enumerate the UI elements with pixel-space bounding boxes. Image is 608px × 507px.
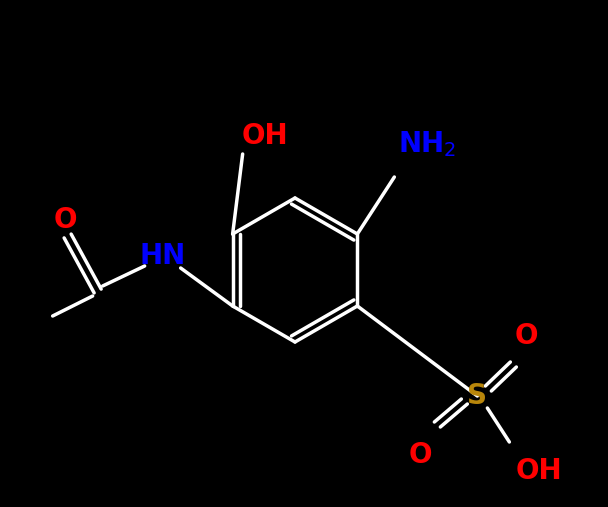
Text: O: O bbox=[54, 206, 77, 234]
Text: NH$_2$: NH$_2$ bbox=[398, 129, 457, 159]
Text: O: O bbox=[514, 322, 538, 350]
Text: OH: OH bbox=[516, 457, 562, 485]
Text: S: S bbox=[468, 382, 488, 410]
Text: HN: HN bbox=[139, 242, 186, 270]
Text: O: O bbox=[409, 441, 432, 469]
Text: OH: OH bbox=[241, 122, 288, 150]
